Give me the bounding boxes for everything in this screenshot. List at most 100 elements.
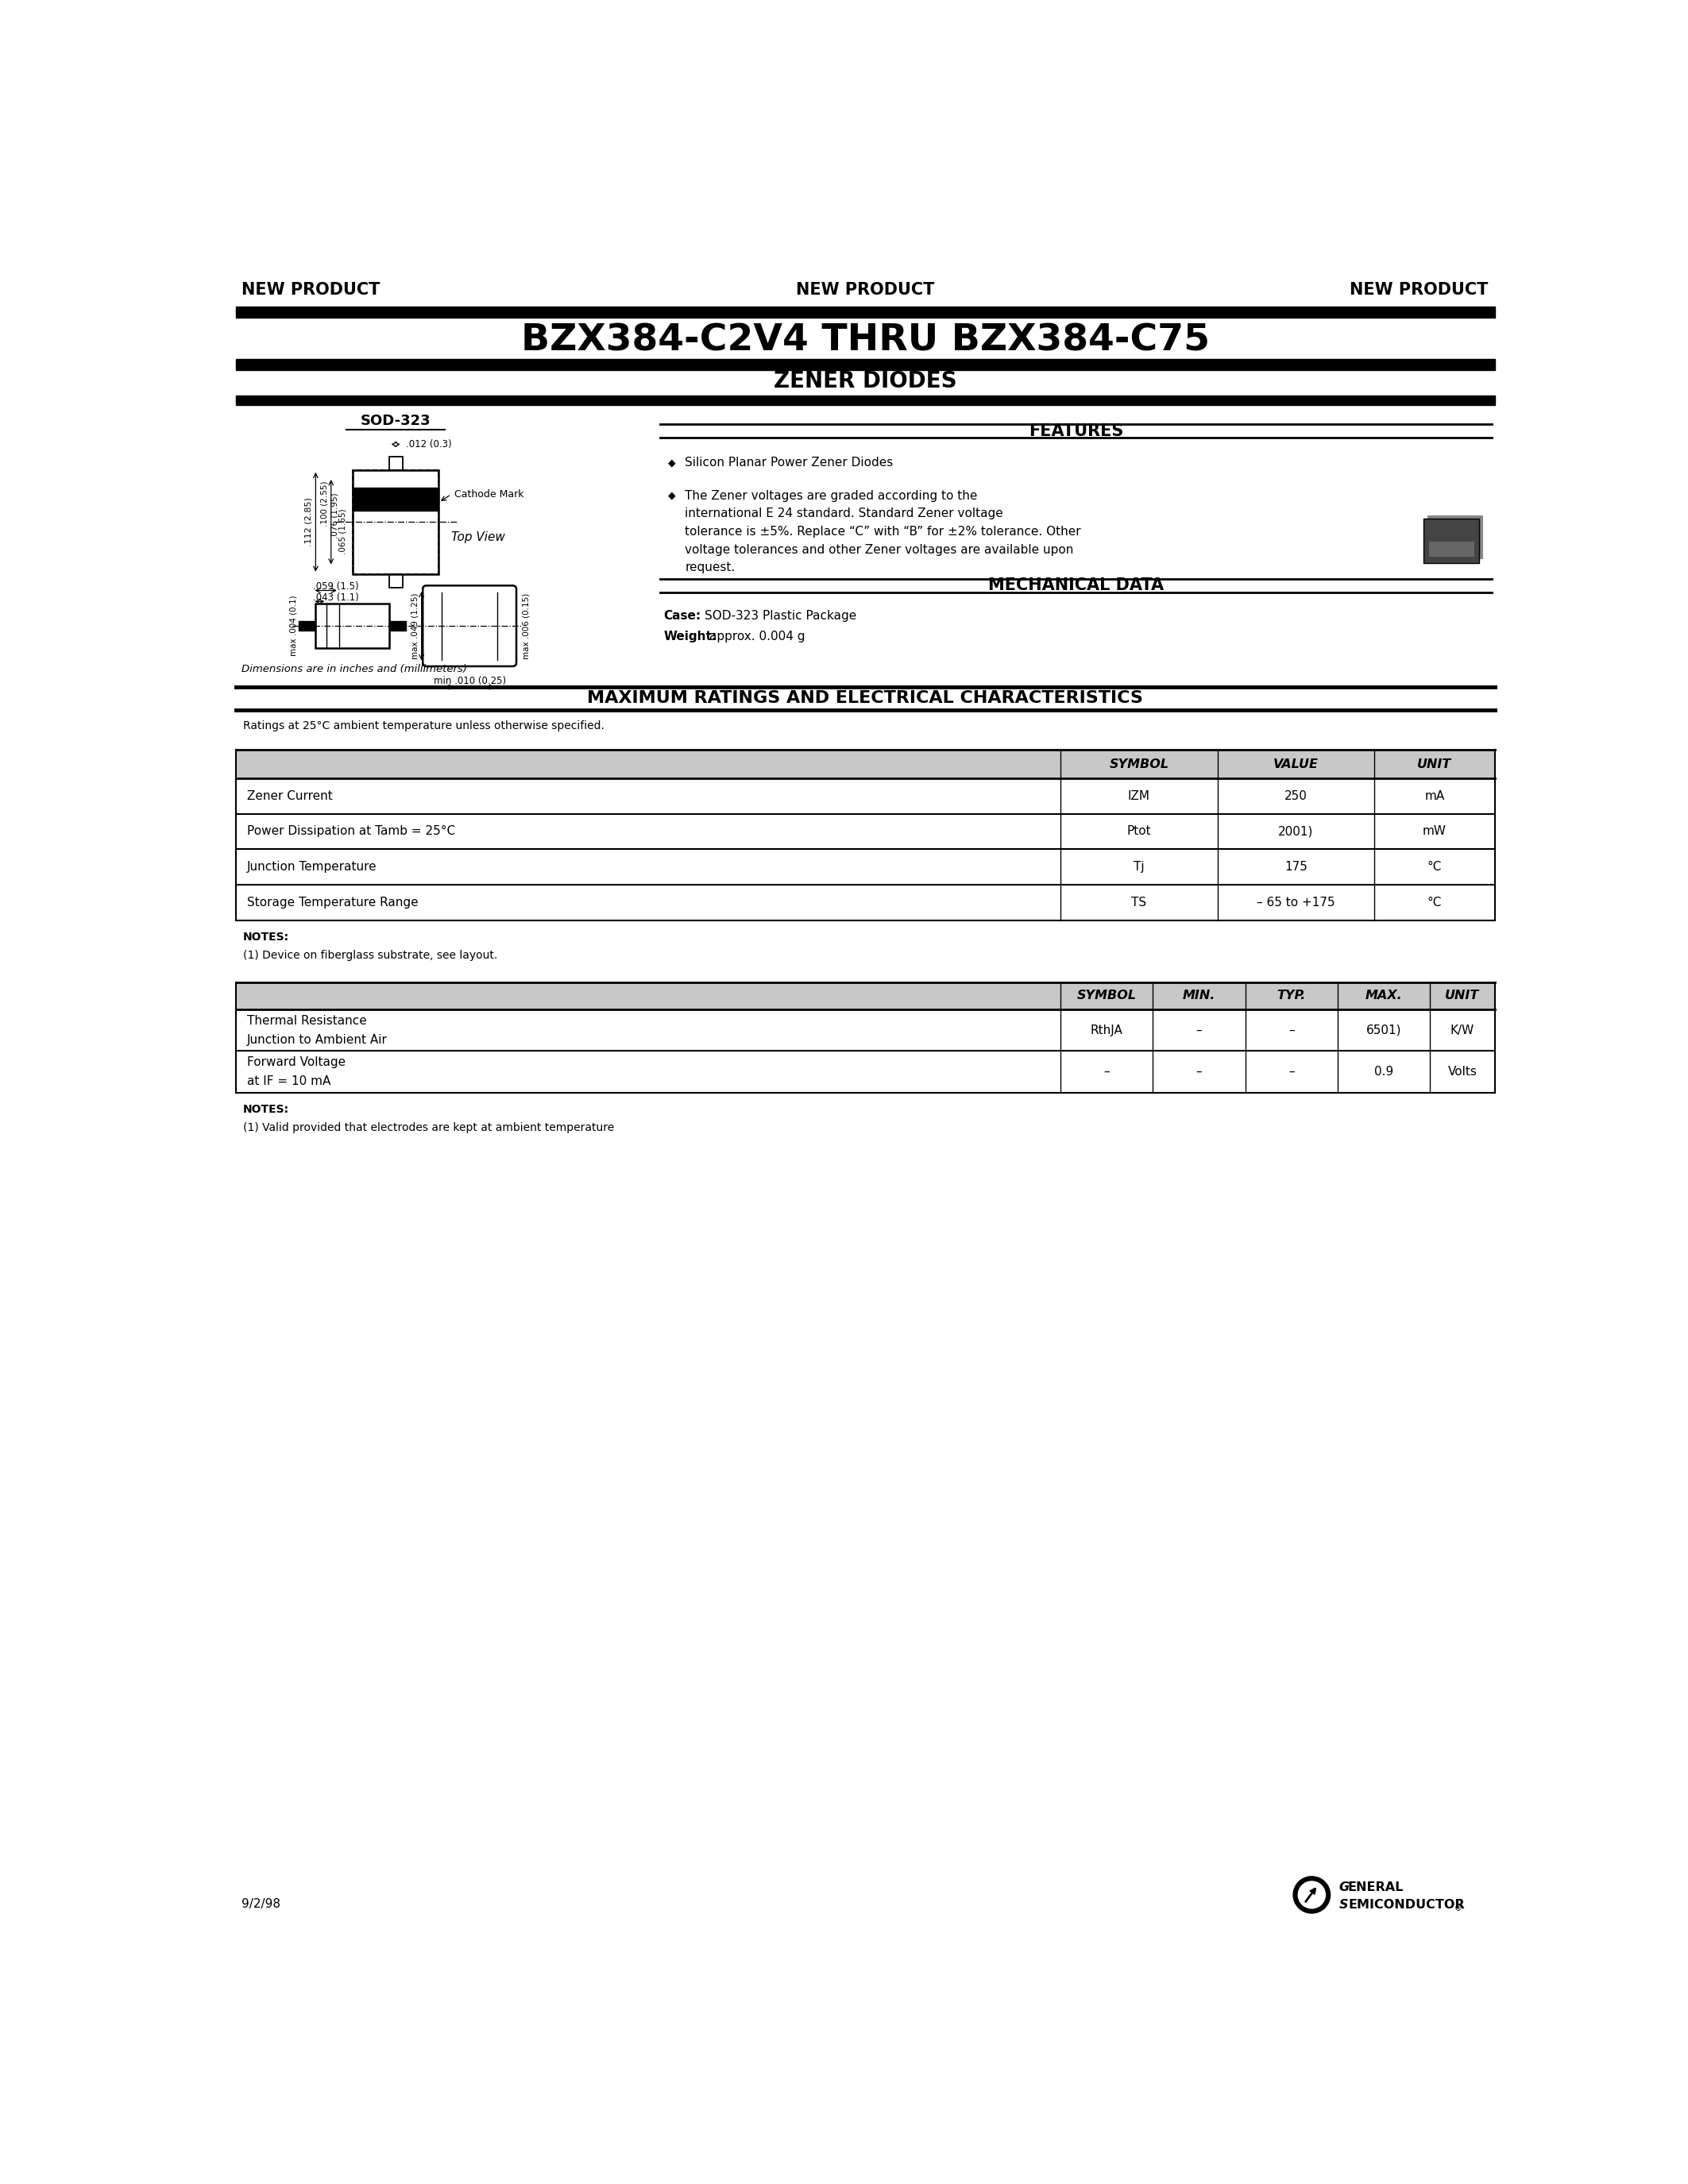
Text: 6501): 6501) <box>1366 1024 1401 1035</box>
Text: SYMBOL: SYMBOL <box>1109 758 1168 771</box>
Text: ◆: ◆ <box>668 456 675 467</box>
Text: UNIT: UNIT <box>1418 758 1452 771</box>
Text: mW: mW <box>1423 826 1447 836</box>
Text: (1) Device on fiberglass substrate, see layout.: (1) Device on fiberglass substrate, see … <box>243 950 498 961</box>
Text: VALUE: VALUE <box>1273 758 1318 771</box>
Text: Ptot: Ptot <box>1128 826 1151 836</box>
Text: SOD-323: SOD-323 <box>361 415 430 428</box>
Text: Ratings at 25°C ambient temperature unless otherwise specified.: Ratings at 25°C ambient temperature unle… <box>243 721 604 732</box>
Text: Thermal Resistance: Thermal Resistance <box>246 1016 366 1026</box>
Bar <box>390 620 405 631</box>
Text: at IF = 10 mA: at IF = 10 mA <box>246 1075 331 1088</box>
Text: IZM: IZM <box>1128 791 1150 802</box>
Circle shape <box>1298 1880 1325 1909</box>
Text: – 65 to +175: – 65 to +175 <box>1258 895 1335 909</box>
Text: TYP.: TYP. <box>1278 989 1307 1002</box>
Text: MAX.: MAX. <box>1366 989 1403 1002</box>
Text: tolerance is ±5%. Replace “C” with “B” for ±2% tolerance. Other: tolerance is ±5%. Replace “C” with “B” f… <box>685 526 1080 537</box>
Text: NEW PRODUCT: NEW PRODUCT <box>795 282 935 297</box>
Text: 250: 250 <box>1285 791 1308 802</box>
Text: MAXIMUM RATINGS AND ELECTRICAL CHARACTERISTICS: MAXIMUM RATINGS AND ELECTRICAL CHARACTER… <box>587 690 1143 705</box>
Bar <box>316 605 390 649</box>
Text: NEW PRODUCT: NEW PRODUCT <box>241 282 380 297</box>
Bar <box>299 620 316 631</box>
Bar <box>353 470 439 574</box>
Text: .100 (2.55): .100 (2.55) <box>321 480 329 526</box>
Bar <box>236 749 1494 778</box>
Text: (1) Valid provided that electrodes are kept at ambient temperature: (1) Valid provided that electrodes are k… <box>243 1123 614 1133</box>
Text: .043 (1.1): .043 (1.1) <box>312 592 358 603</box>
Text: S: S <box>1339 1898 1349 1911</box>
Text: 0.9: 0.9 <box>1374 1066 1393 1077</box>
Bar <box>1423 520 1479 563</box>
Text: –: – <box>1288 1024 1295 1035</box>
Text: °C: °C <box>1428 895 1442 909</box>
Text: –: – <box>1197 1024 1202 1035</box>
Text: Weight:: Weight: <box>663 631 717 642</box>
Text: Case:: Case: <box>663 609 701 622</box>
Text: Volts: Volts <box>1448 1066 1477 1077</box>
Text: ®: ® <box>1453 1904 1462 1913</box>
Text: Dimensions are in inches and (millimeters): Dimensions are in inches and (millimeter… <box>241 664 468 675</box>
Text: .059 (1.5): .059 (1.5) <box>312 581 358 592</box>
Text: Junction to Ambient Air: Junction to Ambient Air <box>246 1033 387 1046</box>
Bar <box>353 470 439 574</box>
Text: Junction Temperature: Junction Temperature <box>246 860 376 874</box>
Text: max .049 (1.25): max .049 (1.25) <box>412 592 419 660</box>
Text: .065 (1.65): .065 (1.65) <box>339 509 346 555</box>
Text: voltage tolerances and other Zener voltages are available upon: voltage tolerances and other Zener volta… <box>685 544 1074 555</box>
Text: The Zener voltages are graded according to the: The Zener voltages are graded according … <box>685 489 977 502</box>
Text: MECHANICAL DATA: MECHANICAL DATA <box>987 577 1163 594</box>
Text: approx. 0.004 g: approx. 0.004 g <box>709 631 805 642</box>
Text: request.: request. <box>685 561 736 574</box>
Text: UNIT: UNIT <box>1445 989 1479 1002</box>
Text: SYMBOL: SYMBOL <box>1077 989 1136 1002</box>
Bar <box>1428 542 1474 557</box>
Text: .076 (1.95): .076 (1.95) <box>331 494 339 539</box>
Text: G: G <box>1339 1883 1349 1894</box>
Text: NOTES:: NOTES: <box>243 1105 289 1116</box>
Text: K/W: K/W <box>1450 1024 1474 1035</box>
Text: NOTES:: NOTES: <box>243 933 289 943</box>
Text: .112 (2.85): .112 (2.85) <box>304 498 312 546</box>
Text: Cathode Mark: Cathode Mark <box>454 489 523 500</box>
Text: Forward Voltage: Forward Voltage <box>246 1057 346 1068</box>
Text: .012 (0.3): .012 (0.3) <box>405 439 451 450</box>
Circle shape <box>1293 1876 1330 1913</box>
Text: –: – <box>1104 1066 1109 1077</box>
Bar <box>1428 515 1482 559</box>
Bar <box>236 395 1494 404</box>
Text: FEATURES: FEATURES <box>1028 424 1124 439</box>
Text: BZX384-C2V4 THRU BZX384-C75: BZX384-C2V4 THRU BZX384-C75 <box>520 323 1209 358</box>
Text: SOD-323 Plastic Package: SOD-323 Plastic Package <box>704 609 856 622</box>
Text: ◆: ◆ <box>668 491 675 500</box>
Text: –: – <box>1197 1066 1202 1077</box>
Bar <box>353 487 439 511</box>
Text: ZENER DIODES: ZENER DIODES <box>773 371 957 393</box>
Text: Silicon Planar Power Zener Diodes: Silicon Planar Power Zener Diodes <box>685 456 893 470</box>
Text: 2001): 2001) <box>1278 826 1313 836</box>
Text: min .010 (0.25): min .010 (0.25) <box>434 675 506 686</box>
Bar <box>236 306 1494 319</box>
Bar <box>236 983 1494 1009</box>
Text: NEW PRODUCT: NEW PRODUCT <box>1350 282 1489 297</box>
Text: –: – <box>1288 1066 1295 1077</box>
Text: Storage Temperature Range: Storage Temperature Range <box>246 895 419 909</box>
Text: Zener Current: Zener Current <box>246 791 333 802</box>
Text: Top View: Top View <box>451 531 505 544</box>
Text: Tj: Tj <box>1134 860 1144 874</box>
Bar <box>388 574 402 587</box>
Text: Power Dissipation at Tamb = 25°C: Power Dissipation at Tamb = 25°C <box>246 826 456 836</box>
Text: 9/2/98: 9/2/98 <box>241 1898 280 1911</box>
Text: TS: TS <box>1131 895 1146 909</box>
Bar <box>388 456 402 470</box>
Text: EMICONDUCTOR: EMICONDUCTOR <box>1349 1898 1465 1911</box>
Text: 175: 175 <box>1285 860 1308 874</box>
Text: international E 24 standard. Standard Zener voltage: international E 24 standard. Standard Ze… <box>685 507 1003 520</box>
Text: max .004 (0.1): max .004 (0.1) <box>290 596 297 657</box>
Text: mA: mA <box>1425 791 1445 802</box>
Text: RthJA: RthJA <box>1090 1024 1123 1035</box>
Text: °C: °C <box>1428 860 1442 874</box>
Text: ENERAL: ENERAL <box>1347 1883 1403 1894</box>
Text: max .006 (0.15): max .006 (0.15) <box>522 592 530 660</box>
